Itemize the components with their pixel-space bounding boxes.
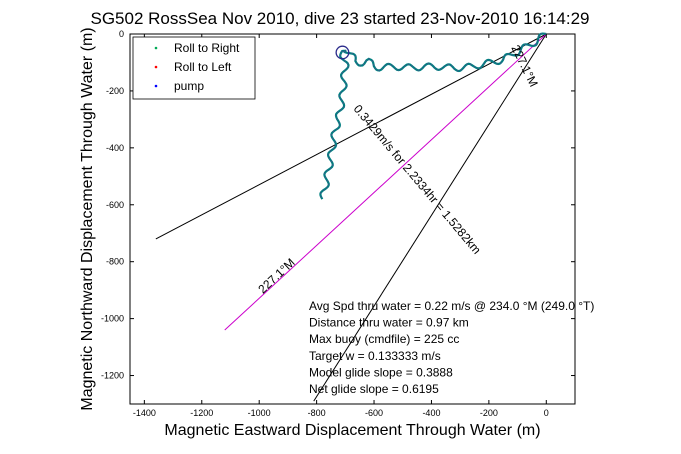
x-tick-label: -800 [308,408,326,418]
stat-line: Distance thru water = 0.97 km [309,316,469,330]
y-axis-ticks: 0 -200 -400 -600 -800 -1000 -1200 [101,29,575,381]
x-axis-ticks: -1400 -1200 -1000 -800 -600 -400 -200 0 [133,34,549,418]
x-tick-label: -400 [422,408,440,418]
stat-line: Target w = 0.133333 m/s [309,349,441,363]
y-axis-label: Magnetic Northward Displacement Through … [79,27,96,410]
x-tick-label: -200 [480,408,498,418]
x-tick-label: -1400 [133,408,156,418]
y-tick-label: -1000 [101,314,124,324]
x-axis-label: Magnetic Eastward Displacement Through W… [164,422,540,439]
legend-marker [154,65,158,69]
x-tick-label: -600 [365,408,383,418]
stat-line: Net glide slope = 0.6195 [309,382,439,396]
x-tick-label: 0 [544,408,549,418]
y-tick-label: -600 [106,200,124,210]
y-tick-label: -1200 [101,371,124,381]
legend-label: Roll to Left [174,60,232,74]
y-tick-label: -400 [106,143,124,153]
dive-track-loop [335,45,350,60]
legend-label: Roll to Right [174,41,240,55]
stat-line: Model glide slope = 0.3888 [309,365,453,379]
y-tick-label: -200 [106,86,124,96]
x-tick-label: -1000 [248,408,271,418]
dive-track-path [319,32,547,200]
stat-line: Avg Spd thru water = 0.22 m/s @ 234.0 °M… [309,299,594,313]
chart-title: SG502 RossSea Nov 2010, dive 23 started … [91,9,590,28]
heading-227-long [313,33,547,402]
legend-marker [154,84,158,88]
stat-line: Max buoy (cmdfile) = 225 cc [309,332,459,346]
legend-box [132,36,256,100]
legend-marker [154,46,158,50]
dive-track [319,32,547,200]
legend: Roll to Right Roll to Left pump [132,36,256,100]
dive-statistics: Avg Spd thru water = 0.22 m/s @ 234.0 °M… [309,299,594,396]
y-tick-label: -800 [106,257,124,267]
line-annotation: 0.3429m/s for 2.2334hr = 1.5282km [351,102,484,257]
dive-track-overlay [319,33,547,200]
plot-area-frame [129,33,576,405]
legend-label: pump [174,79,204,93]
line-annotation: 227.1°M [255,255,297,296]
line-annotations: 227.1°M 0.3429m/s for 2.2334hr = 1.5282km… [255,43,540,297]
y-tick-label: 0 [119,29,124,39]
drift-vector [224,33,547,331]
x-tick-label: -1200 [190,408,213,418]
